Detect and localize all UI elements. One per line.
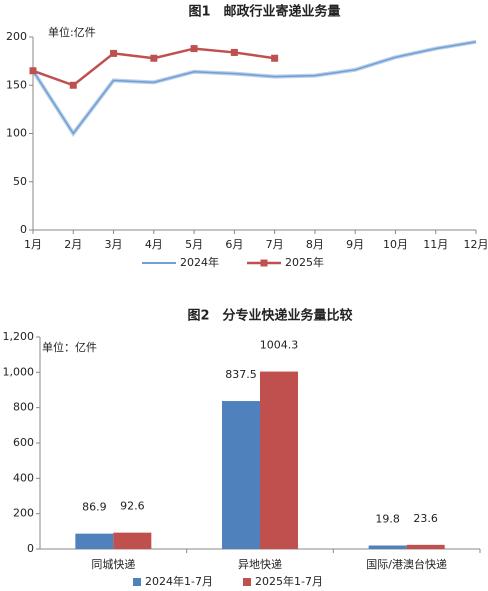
y-tick-label: 1,200 <box>3 330 35 343</box>
bar <box>406 544 445 549</box>
value-label: 19.8 <box>375 513 400 526</box>
bar <box>260 371 298 549</box>
y-tick-label: 50 <box>13 175 27 188</box>
bar <box>368 545 407 549</box>
y-tick-label: 200 <box>6 30 27 43</box>
x-tick-label: 同城快递 <box>91 557 135 571</box>
y-tick-label: 800 <box>13 401 34 414</box>
marker <box>150 54 158 62</box>
bar <box>222 401 260 549</box>
x-tick-label: 5月 <box>185 238 203 251</box>
marker <box>230 48 238 56</box>
value-label: 1004.3 <box>260 339 299 352</box>
unit-label: 单位：亿件 <box>42 340 97 354</box>
y-tick-label: 400 <box>13 471 34 484</box>
bar <box>75 533 114 549</box>
chart-title: 图2 分专业快递业务量比较 <box>187 308 352 324</box>
x-tick-label: 3月 <box>105 238 123 251</box>
x-tick-label: 12月 <box>464 238 488 251</box>
marker <box>29 67 37 75</box>
legend-label: 2024年 <box>180 255 219 269</box>
y-tick-label: 100 <box>6 127 27 140</box>
x-tick-label: 4月 <box>145 238 163 251</box>
y-tick-label: 200 <box>13 507 34 520</box>
x-tick-label: 异地快递 <box>238 557 282 571</box>
x-tick-label: 9月 <box>346 238 364 251</box>
marker <box>190 45 198 53</box>
legend-label: 2025年 <box>285 255 324 269</box>
value-label: 86.9 <box>82 501 107 514</box>
x-tick-label: 11月 <box>423 238 448 251</box>
legend-swatch <box>243 578 251 586</box>
x-tick-label: 1月 <box>24 238 42 251</box>
legend-label: 2025年1-7月 <box>255 574 323 588</box>
chart-title: 图1 邮政行业寄递业务量 <box>188 4 340 20</box>
marker <box>271 54 279 62</box>
value-label: 92.6 <box>120 500 145 513</box>
line <box>32 41 477 135</box>
value-label: 837.5 <box>225 368 257 381</box>
x-tick-label: 7月 <box>266 238 284 251</box>
x-tick-label: 国际/港澳台快递 <box>366 557 447 571</box>
legend-marker <box>260 259 268 267</box>
value-label: 23.6 <box>413 512 438 525</box>
marker <box>69 81 77 89</box>
bar <box>113 532 152 549</box>
y-tick-label: 0 <box>27 542 34 555</box>
y-tick-label: 600 <box>13 436 34 449</box>
line <box>32 47 275 87</box>
y-tick-label: 1,000 <box>3 365 35 378</box>
legend-swatch <box>133 578 141 586</box>
legend-label: 2024年1-7月 <box>145 574 213 588</box>
x-tick-label: 10月 <box>383 238 408 251</box>
x-tick-label: 2月 <box>64 238 82 251</box>
unit-label: 单位:亿件 <box>48 25 96 39</box>
y-tick-label: 150 <box>6 78 27 91</box>
y-tick-label: 0 <box>20 223 27 236</box>
x-tick-label: 8月 <box>306 238 324 251</box>
x-tick-label: 6月 <box>225 238 243 251</box>
marker <box>110 49 118 57</box>
